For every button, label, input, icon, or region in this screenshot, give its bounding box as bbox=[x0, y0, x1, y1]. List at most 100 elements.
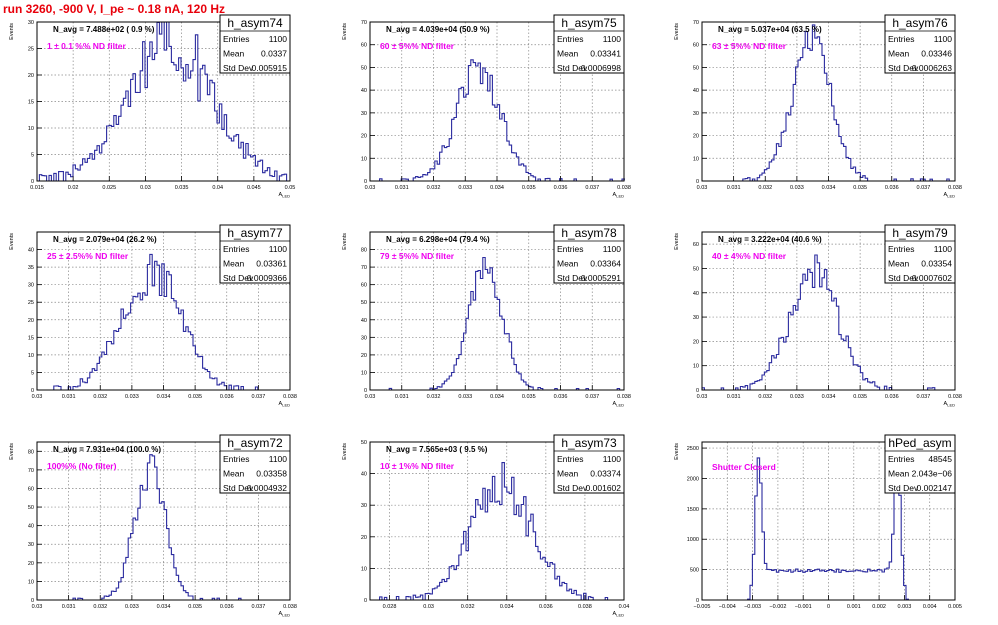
x-tick-label: 0.032 bbox=[93, 604, 107, 610]
x-tick-label: 0.032 bbox=[427, 394, 441, 400]
stats-value: 0.001602 bbox=[586, 483, 622, 493]
y-tick-label: 80 bbox=[361, 248, 367, 254]
x-tick-label: 0.036 bbox=[885, 185, 899, 191]
histogram-panel-h_asym79: 0.03 0.031 0.032 0.033 0.034 0.035 0.036 0.037 0… bbox=[674, 224, 962, 408]
x-tick-label: 0.035 bbox=[188, 394, 202, 400]
stats-label: Entries bbox=[888, 34, 914, 44]
stats-value: 48545 bbox=[928, 454, 952, 464]
stats-value: 0.0337 bbox=[261, 49, 287, 59]
n-avg-text: N_avg = 7.488e+02 ( 0.9 %) bbox=[53, 25, 155, 34]
x-tick-label: 0.034 bbox=[490, 185, 504, 191]
x-tick-label: 0.031 bbox=[62, 604, 76, 610]
x-tick-label: 0.033 bbox=[125, 604, 139, 610]
stats-value: 1100 bbox=[934, 34, 953, 44]
y-tick-label: 30 bbox=[361, 111, 367, 117]
x-tick-label: 0.03 bbox=[32, 394, 43, 400]
x-tick-label: 0.033 bbox=[125, 394, 139, 400]
x-tick-label: 0.037 bbox=[585, 185, 599, 191]
x-tick-label: 0.033 bbox=[458, 394, 472, 400]
x-tick-label: 0.038 bbox=[617, 185, 631, 191]
x-tick-label: 0.03 bbox=[697, 185, 708, 191]
stats-label: Mean bbox=[557, 469, 579, 479]
x-tick-label: 0.03 bbox=[140, 185, 151, 191]
stats-value: 0.03346 bbox=[921, 49, 952, 59]
stats-label: Std Dev bbox=[223, 63, 254, 73]
stats-label: Entries bbox=[557, 34, 583, 44]
x-tick-label: 0.04 bbox=[212, 185, 223, 191]
histogram-panel-h_asym73: 0.028 0.03 0.032 0.034 0.036 0.038 0.04 0 10 20 30… bbox=[342, 434, 630, 618]
x-tick-label: 0.031 bbox=[395, 185, 409, 191]
y-tick-label: 40 bbox=[361, 472, 367, 478]
stats-box bbox=[884, 224, 956, 284]
filter-label: 10 ± 1%% ND filter bbox=[380, 461, 455, 471]
y-tick-label: 0 bbox=[364, 388, 367, 394]
y-tick-label: 30 bbox=[693, 315, 699, 321]
stats-label: Entries bbox=[557, 244, 583, 254]
x-tick-label: 0.038 bbox=[283, 604, 297, 610]
y-tick-label: 40 bbox=[28, 248, 34, 254]
histogram-name: h_asym72 bbox=[227, 436, 283, 450]
n-avg-text: N_avg = 4.039e+04 (50.9 %) bbox=[386, 25, 490, 34]
stats-label: Entries bbox=[888, 454, 914, 464]
y-axis-title: Events bbox=[9, 23, 15, 40]
y-axis-title: Events bbox=[674, 233, 680, 250]
y-tick-label: 500 bbox=[690, 568, 699, 574]
x-tick-label: 0.001 bbox=[847, 604, 861, 610]
stats-value: 1100 bbox=[603, 454, 622, 464]
histogram-name: h_asym76 bbox=[892, 16, 948, 30]
y-tick-label: 0 bbox=[696, 179, 699, 185]
y-tick-label: 30 bbox=[28, 542, 34, 548]
y-tick-label: 60 bbox=[361, 283, 367, 289]
x-tick-label: 0.033 bbox=[458, 185, 472, 191]
histogram-panel-h_asym74: 0.015 0.02 0.025 0.03 0.035 0.04 0.045 0.05 0 5 10… bbox=[9, 14, 295, 199]
y-tick-label: 5 bbox=[31, 153, 34, 159]
stats-value: 1100 bbox=[603, 244, 622, 254]
x-tick-label: 0.035 bbox=[522, 394, 536, 400]
x-tick-label: 0.037 bbox=[916, 185, 930, 191]
x-tick-label: 0.032 bbox=[461, 604, 475, 610]
x-tick-label: 0.031 bbox=[395, 394, 409, 400]
stats-label: Mean bbox=[888, 469, 910, 479]
histogram-panel-h_asym76: 0.03 0.031 0.032 0.033 0.034 0.035 0.036 0.037 0… bbox=[674, 14, 962, 199]
y-tick-label: 60 bbox=[361, 43, 367, 49]
stats-value: 0.0005291 bbox=[581, 273, 621, 283]
y-tick-label: 40 bbox=[361, 318, 367, 324]
y-tick-label: 2000 bbox=[687, 476, 699, 482]
y-tick-label: 2500 bbox=[687, 446, 699, 452]
stats-label: Std Dev bbox=[557, 483, 588, 493]
run-title: run 3260, -900 V, I_pe ~ 0.18 nA, 120 Hz bbox=[3, 2, 226, 16]
stats-value: 0.0006263 bbox=[912, 63, 952, 73]
x-tick-label: 0.025 bbox=[102, 185, 116, 191]
stats-box bbox=[553, 14, 625, 74]
x-tick-label: 0.04 bbox=[619, 604, 630, 610]
filter-label: 63 ± 5%% ND filter bbox=[712, 41, 787, 51]
x-axis-title: ALED bbox=[944, 401, 956, 408]
n-avg-text: N_avg = 7.931e+04 (100.0 %) bbox=[53, 445, 161, 454]
histogram-name: h_asym74 bbox=[227, 16, 283, 30]
x-tick-label: 0.031 bbox=[727, 185, 741, 191]
n-avg-text: N_avg = 3.222e+04 (40.6 %) bbox=[718, 235, 822, 244]
x-tick-label: 0.034 bbox=[490, 394, 504, 400]
x-tick-label: 0.003 bbox=[898, 604, 912, 610]
stats-label: Std Dev bbox=[223, 483, 254, 493]
x-tick-label: 0.03 bbox=[365, 185, 376, 191]
x-tick-label: −0.004 bbox=[719, 604, 736, 610]
y-tick-label: 20 bbox=[361, 353, 367, 359]
x-tick-label: 0.015 bbox=[30, 185, 44, 191]
y-tick-label: 50 bbox=[361, 300, 367, 306]
y-tick-label: 20 bbox=[28, 318, 34, 324]
y-tick-label: 10 bbox=[361, 370, 367, 376]
y-tick-label: 60 bbox=[28, 486, 34, 492]
y-tick-label: 0 bbox=[31, 598, 34, 604]
x-tick-label: −0.002 bbox=[769, 604, 786, 610]
histogram-line bbox=[370, 462, 625, 601]
stats-label: Std Dev bbox=[888, 63, 919, 73]
x-tick-label: 0.038 bbox=[948, 394, 962, 400]
stats-value: 1100 bbox=[269, 34, 288, 44]
stats-value: 0.0007602 bbox=[912, 273, 952, 283]
stats-value: 0.03361 bbox=[256, 259, 287, 269]
x-axis-title: ALED bbox=[613, 611, 625, 618]
x-tick-label: 0.036 bbox=[885, 394, 899, 400]
stats-value: 1100 bbox=[603, 34, 622, 44]
